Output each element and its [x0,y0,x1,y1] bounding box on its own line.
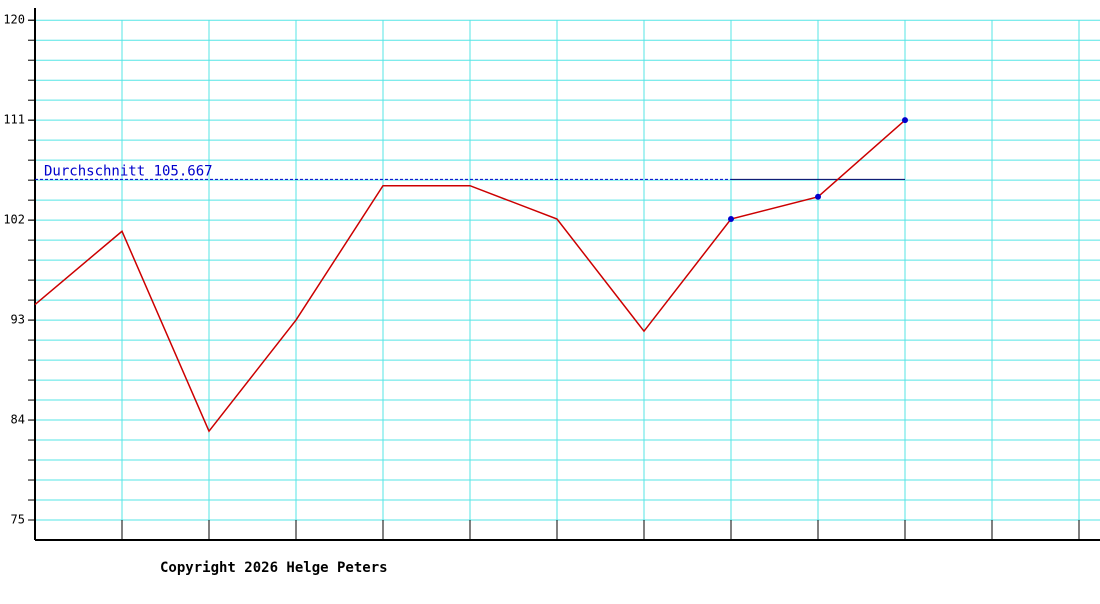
y-tick-label: 120 [3,13,25,27]
footer: Copyright 2026 Helge Peters [160,560,388,576]
point-marker [902,117,908,124]
point-marker [728,216,734,223]
y-tick-label: 102 [3,213,25,227]
y-tick-label: 111 [3,113,25,127]
average-label: Durchschnitt 105.667 [44,163,213,179]
y-tick-label: 84 [11,413,25,427]
point-marker [815,193,821,200]
y-tick-label: 75 [11,513,25,527]
series-line [34,119,906,433]
y-tick-label: 93 [11,313,25,327]
